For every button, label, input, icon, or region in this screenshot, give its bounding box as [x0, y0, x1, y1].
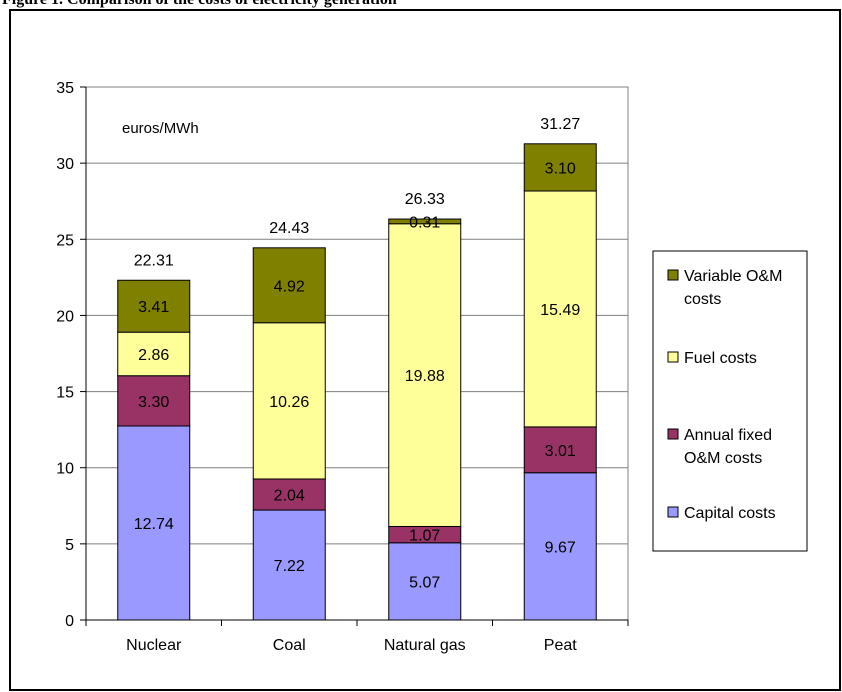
- unit-label: euros/MWh: [122, 120, 199, 137]
- segment-value-label: 15.49: [540, 302, 580, 319]
- legend-label: Variable O&M: [684, 268, 782, 285]
- y-tick-label: 35: [56, 80, 74, 97]
- y-tick-label: 0: [65, 613, 74, 630]
- legend-label: Fuel costs: [684, 350, 757, 367]
- total-value-label: 22.31: [134, 252, 174, 269]
- bar-segment: [252, 247, 326, 324]
- y-tick-label: 15: [56, 385, 74, 402]
- legend-swatch: [667, 269, 679, 281]
- total-value-label: 31.27: [540, 116, 580, 133]
- bar-segment: [252, 478, 326, 511]
- segment-value-label: 3.01: [545, 443, 576, 460]
- segment-value-label: 4.92: [274, 278, 305, 295]
- segment-value-label: 3.41: [138, 299, 169, 316]
- y-tick-label: 30: [56, 156, 74, 173]
- bar-segment: [523, 190, 597, 428]
- bar-segment: [117, 331, 191, 377]
- segment-value-label: 1.07: [409, 528, 440, 545]
- y-tick-label: 25: [56, 232, 74, 249]
- segment-value-label: 19.88: [405, 368, 445, 385]
- segment-value-label: 7.22: [274, 558, 305, 575]
- legend-label: O&M costs: [684, 450, 762, 467]
- bar-segment: [117, 425, 191, 621]
- segment-value-label: 3.30: [138, 394, 169, 411]
- y-tick-label: 5: [65, 537, 74, 554]
- page-heading-text: Figure 1. Comparison of the costs of ele…: [2, 0, 397, 9]
- page-heading: Figure 1. Comparison of the costs of ele…: [0, 0, 842, 10]
- x-category-label: Coal: [273, 637, 306, 654]
- total-value-label: 24.43: [269, 220, 309, 237]
- bar-segment: [117, 375, 191, 427]
- legend-box: [652, 250, 808, 552]
- segment-value-label: 3.10: [545, 160, 576, 177]
- bar-segment: [388, 542, 462, 621]
- bar-segment: [117, 279, 191, 333]
- data-labels: 12.74 3.30 2.86 3.41 22.31 7.22 2.04 10.26 4.92 2…: [134, 116, 581, 592]
- bar-segment: [388, 223, 462, 527]
- segment-value-label: 2.04: [274, 488, 305, 505]
- bars: [117, 143, 597, 621]
- legend-swatch: [667, 428, 679, 440]
- segment-value-label: 2.86: [138, 347, 169, 364]
- bar-segment: [388, 218, 462, 225]
- y-tick-label: 10: [56, 461, 74, 478]
- x-category-label: Peat: [544, 637, 577, 654]
- bar-segment: [523, 472, 597, 621]
- x-category-label: Natural gas: [384, 637, 466, 654]
- total-value-label: 26.33: [405, 191, 445, 208]
- segment-value-label: 12.74: [134, 516, 174, 533]
- legend: Variable O&M costs Fuel costs Annual fixed O…: [652, 250, 808, 552]
- legend-swatch: [667, 506, 679, 518]
- x-category-label: Nuclear: [126, 637, 182, 654]
- segment-value-label: 9.67: [545, 539, 576, 556]
- legend-label: Annual fixed: [684, 427, 772, 444]
- y-tick-label: 20: [56, 308, 74, 325]
- segment-value-label: 5.07: [409, 574, 440, 591]
- legend-label: costs: [684, 291, 721, 308]
- bar-segment: [523, 143, 597, 192]
- legend-label: Capital costs: [684, 505, 776, 522]
- axes: 0 5 10 15 20 25 30 35 Nuclear Coal Natural gas Peat: [56, 80, 629, 654]
- segment-value-label: 10.26: [269, 394, 309, 411]
- legend-swatch: [667, 351, 679, 363]
- segment-value-label: 0.31: [409, 214, 440, 231]
